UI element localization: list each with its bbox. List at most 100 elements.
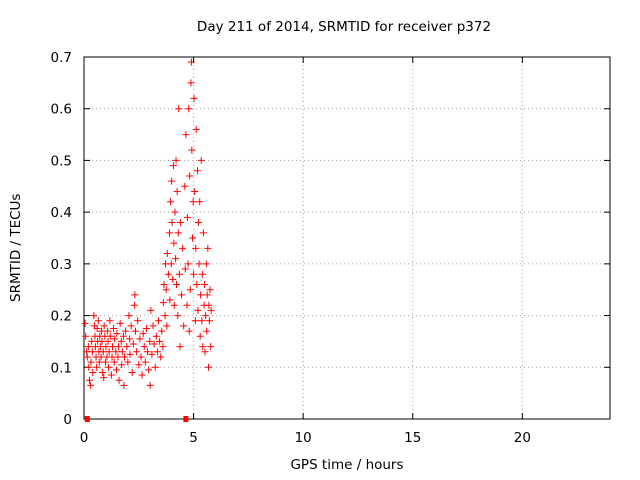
data-point [171, 208, 179, 216]
data-point [151, 363, 159, 371]
data-point [118, 348, 126, 356]
x-axis-label: GPS time / hours [290, 457, 404, 473]
data-point [198, 270, 206, 278]
data-point [152, 332, 160, 340]
data-point [188, 146, 196, 154]
data-point [117, 337, 125, 345]
data-point [106, 317, 114, 325]
data-point [205, 301, 213, 309]
data-point [172, 281, 180, 289]
data-point [110, 325, 118, 332]
data-point [201, 348, 209, 356]
data-point [107, 371, 115, 379]
data-point [146, 381, 154, 389]
data-point [144, 348, 152, 356]
data-point [115, 376, 123, 384]
data-point [137, 353, 145, 361]
data-point [94, 317, 102, 325]
data-point [187, 58, 195, 66]
data-point [120, 381, 128, 389]
data-point [192, 244, 200, 252]
data-point [111, 335, 119, 343]
data-point [168, 177, 176, 185]
y-tick-label: 0.7 [51, 50, 72, 66]
chart-title: Day 211 of 2014, SRMTID for receiver p37… [196, 19, 492, 35]
data-point [206, 286, 214, 294]
data-point [194, 167, 202, 175]
data-point [160, 281, 168, 289]
data-point [187, 79, 195, 87]
data-point [176, 218, 184, 226]
data-point [203, 291, 211, 299]
data-point [193, 281, 201, 289]
y-tick-label: 0.4 [51, 205, 72, 221]
data-point [198, 317, 206, 325]
x-tick-label: 15 [404, 430, 421, 446]
data-point [194, 218, 202, 226]
data-point [186, 286, 194, 294]
data-point [130, 301, 138, 309]
data-point [159, 343, 167, 351]
data-point [181, 182, 189, 190]
data-point [207, 306, 215, 314]
data-point [113, 330, 121, 338]
data-point [162, 286, 170, 294]
data-point [90, 312, 98, 320]
data-point [166, 296, 174, 304]
data-point [126, 350, 134, 358]
data-point [84, 343, 92, 351]
data-point [183, 301, 191, 309]
data-point [185, 327, 193, 335]
data-point [197, 156, 205, 164]
data-point [199, 343, 207, 351]
data-point [168, 218, 176, 226]
y-tick-label: 0.1 [51, 360, 72, 376]
data-point [104, 337, 112, 345]
data-point [127, 322, 135, 330]
data-point [145, 366, 153, 374]
data-point [173, 187, 181, 195]
data-point [106, 332, 114, 340]
data-point [155, 317, 163, 325]
data-point [123, 343, 131, 351]
data-point [203, 327, 211, 335]
data-point [191, 187, 199, 195]
data-point [176, 343, 184, 351]
data-point [100, 322, 108, 330]
data-point [85, 363, 93, 371]
y-tick-label: 0.6 [51, 102, 72, 118]
data-point [180, 322, 188, 330]
y-axis-label: SRMTID / TECUs [8, 193, 24, 302]
data-point [163, 322, 171, 330]
data-point [157, 353, 165, 361]
data-point [191, 317, 199, 325]
data-point [85, 376, 93, 384]
x-tick-label: 20 [514, 430, 531, 446]
data-point [87, 358, 95, 366]
data-point [170, 301, 178, 309]
x-tick-label: 5 [189, 430, 198, 446]
data-point [108, 343, 116, 351]
data-point [181, 265, 189, 273]
data-point [202, 260, 210, 268]
data-point [99, 368, 107, 376]
data-point [119, 332, 127, 340]
data-point [142, 325, 150, 332]
data-point [139, 330, 147, 338]
plot-frame [83, 56, 611, 420]
data-point [190, 94, 198, 102]
data-point [196, 332, 204, 340]
data-point [129, 340, 137, 348]
data-point [188, 234, 196, 242]
data-point [95, 358, 103, 366]
data-point [89, 368, 97, 376]
data-point [121, 353, 129, 361]
data-point [195, 260, 203, 268]
data-point [83, 353, 91, 361]
data-point [164, 270, 172, 278]
data-point [185, 105, 193, 113]
y-tick-label: 0.2 [51, 309, 72, 325]
data-point [202, 312, 210, 320]
data-point [112, 366, 120, 374]
